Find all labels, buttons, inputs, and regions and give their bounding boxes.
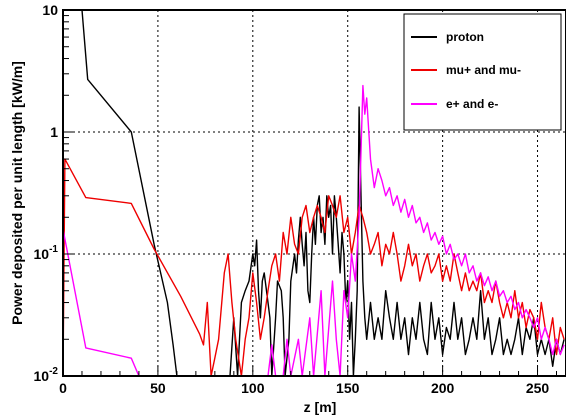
y-tick-label: 10 [42,2,58,18]
series-line-0 [81,10,565,376]
legend-label-mu: mu+ and mu- [446,63,521,77]
y-tick-label: 10-1 [34,244,59,262]
x-tick-label: 200 [431,380,455,396]
y-tick-label: 1 [50,124,58,140]
series-layer [63,10,565,376]
legend-label-e: e+ and e- [446,97,498,111]
y-axis-title: Power deposited per unit length [kW/m] [9,61,25,325]
x-tick-label: 50 [150,380,166,396]
tick-labels: 0 50 100 150 200 250 10-2 10-1 1 10 [34,2,550,396]
plot-frame [62,9,566,377]
legend-box [403,13,562,131]
series-line-1 [63,158,565,376]
legend: proton mu+ and mu- e+ and e- [403,13,562,131]
axis-ticks [62,9,558,377]
x-tick-label: 150 [336,380,360,396]
x-tick-label: 100 [241,380,265,396]
x-tick-label: 250 [526,380,550,396]
x-axis-title: z [m] [304,399,337,415]
y-tick-label: 10-2 [34,366,59,384]
x-tick-label: 0 [59,380,67,396]
series-line-2 [63,84,565,376]
legend-label-proton: proton [446,30,484,44]
